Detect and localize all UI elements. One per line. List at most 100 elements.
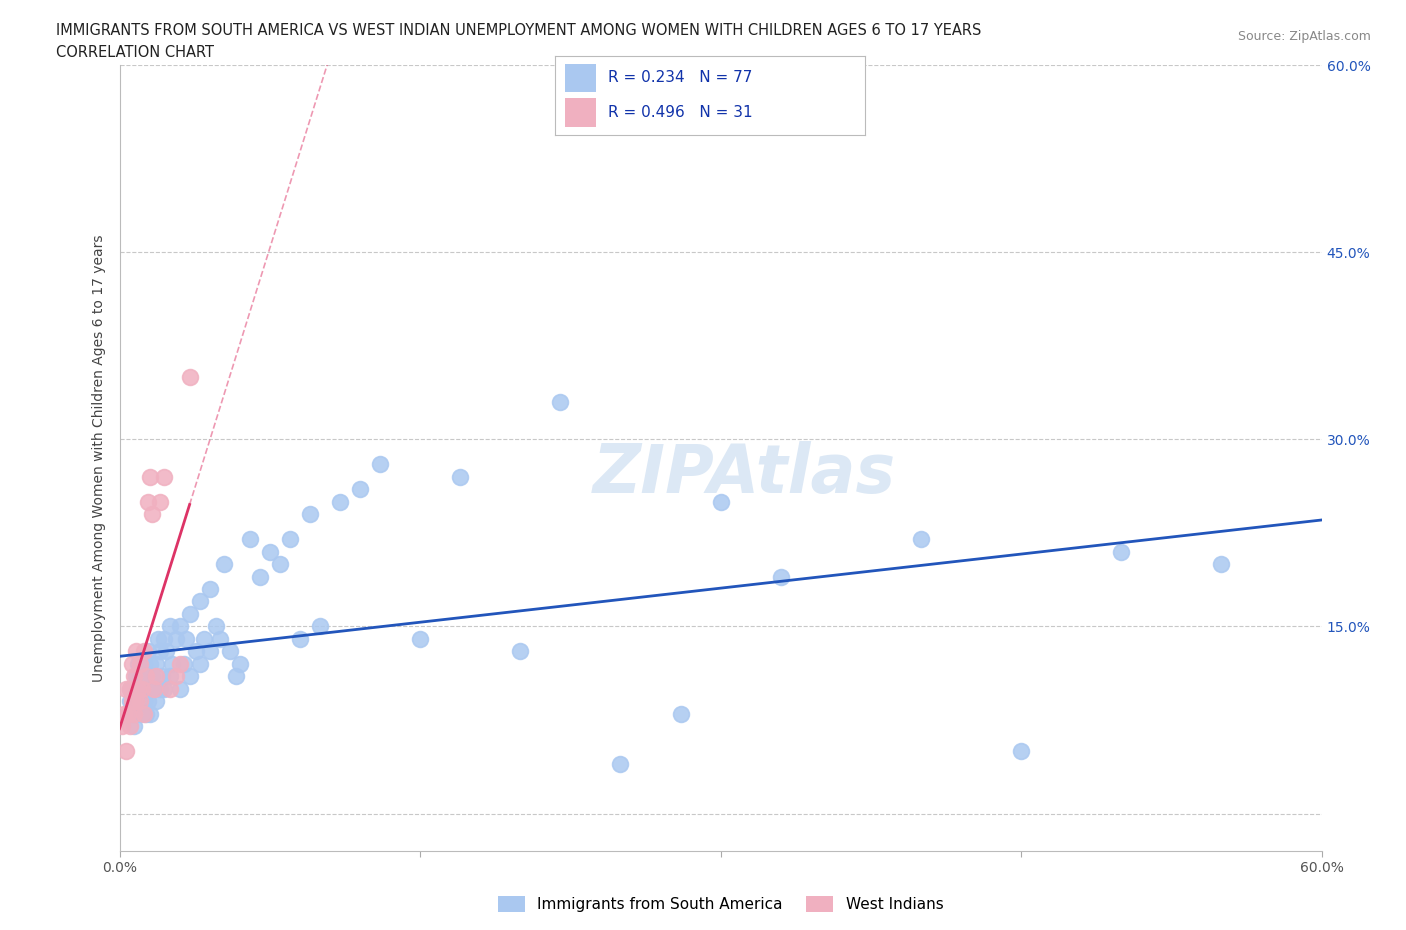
Text: R = 0.234   N = 77: R = 0.234 N = 77 [607,71,752,86]
Point [160,657,183,671]
Point [132,694,155,709]
Point [124,644,146,658]
Point [128,694,150,709]
Point [169,619,191,634]
Point [145,669,167,684]
Point [128,706,150,721]
Text: Source: ZipAtlas.com: Source: ZipAtlas.com [1237,30,1371,43]
Point [124,694,146,709]
Point [122,719,145,734]
Bar [565,99,596,127]
Point [132,657,155,671]
Point [184,644,207,658]
Point [114,682,136,697]
Point [165,669,187,684]
Point [169,657,191,671]
Point [368,457,391,472]
Point [141,669,163,684]
Point [910,532,932,547]
Point [309,619,332,634]
Point [138,682,160,697]
Point [298,507,321,522]
Point [127,657,149,671]
Point [165,631,187,646]
Point [239,532,262,547]
Point [278,532,301,547]
Point [128,682,150,697]
Y-axis label: Unemployment Among Women with Children Ages 6 to 17 years: Unemployment Among Women with Children A… [93,234,107,682]
Text: R = 0.496   N = 31: R = 0.496 N = 31 [607,105,752,120]
Point [141,507,163,522]
Text: IMMIGRANTS FROM SOUTH AMERICA VS WEST INDIAN UNEMPLOYMENT AMONG WOMEN WITH CHILD: IMMIGRANTS FROM SOUTH AMERICA VS WEST IN… [56,23,981,38]
Point [159,682,181,697]
Point [179,606,201,621]
Point [122,682,145,697]
Point [132,644,155,658]
Point [174,631,197,646]
Point [152,470,174,485]
Point [269,557,291,572]
Point [127,682,149,697]
Text: ZIPAtlas: ZIPAtlas [593,441,896,507]
Point [1010,744,1032,759]
Point [204,619,226,634]
Point [118,682,141,697]
Point [121,694,143,709]
Point [198,581,221,596]
Point [136,694,159,709]
Point [193,631,215,646]
Point [135,706,157,721]
Point [179,669,201,684]
Point [122,706,145,721]
Point [132,706,155,721]
Point [249,569,271,584]
Point [349,482,371,497]
Point [128,669,150,684]
Legend: Immigrants from South America, West Indians: Immigrants from South America, West Indi… [492,890,949,918]
Point [128,657,150,671]
Point [145,657,167,671]
Point [149,494,172,509]
Point [136,644,159,658]
Point [128,694,150,709]
Point [259,544,281,559]
Point [138,706,160,721]
Point [179,369,201,384]
Point [118,682,141,697]
Point [225,669,247,684]
Point [135,669,157,684]
Point [228,657,252,671]
Point [142,682,165,697]
Point [208,631,231,646]
Point [149,644,172,658]
Text: CORRELATION CHART: CORRELATION CHART [56,45,214,60]
Point [198,644,221,658]
Point [149,682,172,697]
Point [121,657,143,671]
Point [124,669,146,684]
Point [669,706,692,721]
Point [212,557,235,572]
Point [155,644,177,658]
Point [150,669,173,684]
Point [509,644,531,658]
Point [188,594,211,609]
Point [110,719,132,734]
Point [131,682,153,697]
Point [1211,557,1233,572]
Point [136,494,159,509]
Point [114,744,136,759]
Point [159,669,181,684]
Point [409,631,432,646]
Point [218,644,240,658]
Point [609,756,631,771]
Point [769,569,792,584]
Point [117,706,139,721]
Bar [565,64,596,92]
Point [152,631,174,646]
Point [142,682,165,697]
Point [122,669,145,684]
Point [1111,544,1133,559]
Point [550,394,572,409]
Point [118,694,141,709]
